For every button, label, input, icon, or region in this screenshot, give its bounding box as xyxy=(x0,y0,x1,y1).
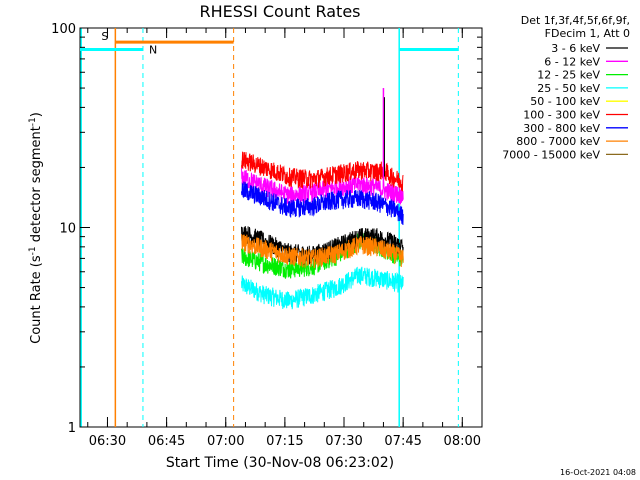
x-tick-label: 06:45 xyxy=(148,434,185,449)
y-axis-title-main: Count Rate (s xyxy=(29,255,44,344)
attenuator-bar-label: S xyxy=(101,30,108,43)
y-tick-label: 1 xyxy=(68,421,76,436)
legend-label: 12 - 25 keV xyxy=(537,69,600,82)
night-bar-label: N xyxy=(149,44,157,57)
legend-label: 300 - 800 keV xyxy=(523,122,600,135)
legend-label: 50 - 100 keV xyxy=(530,95,600,108)
legend: Det 1f,3f,4f,5f,6f,9f, FDecim 1, Att 0 3… xyxy=(502,14,630,161)
y-axis-title-end: ) xyxy=(29,112,44,117)
legend-label: 6 - 12 keV xyxy=(544,55,600,68)
y-axis-title-rest: detector segment xyxy=(29,126,44,246)
series-line-300-800-kev xyxy=(241,181,404,226)
y-axis-title: Count Rate (s-1 detector segment-1) xyxy=(28,112,44,344)
legend-label: 7000 - 15000 keV xyxy=(502,148,600,161)
x-tick-label: 07:30 xyxy=(325,434,362,449)
x-tick-label: 06:30 xyxy=(89,434,126,449)
y-tick-label: 100 xyxy=(51,22,76,37)
x-tick-label: 08:00 xyxy=(444,434,481,449)
legend-label: 3 - 6 keV xyxy=(551,42,600,55)
x-tick-label: 07:45 xyxy=(384,434,421,449)
y-tick-label: 10 xyxy=(59,222,76,237)
chart-title: RHESSI Count Rates xyxy=(200,2,361,21)
y-axis-title-sup2: -1 xyxy=(28,117,38,126)
footer-timestamp: 16-Oct-2021 04:08 xyxy=(560,468,636,477)
plot-frame xyxy=(79,27,483,428)
legend-header-2: FDecim 1, Att 0 xyxy=(545,27,630,40)
x-axis-title: Start Time (30-Nov-08 06:23:02) xyxy=(166,455,394,471)
series-line-25-50-kev xyxy=(241,266,404,310)
legend-header-1: Det 1f,3f,4f,5f,6f,9f, xyxy=(521,14,630,27)
y-axis-title-sup: -1 xyxy=(28,246,38,255)
series-line-6-12-kev xyxy=(241,167,404,205)
legend-label: 100 - 300 keV xyxy=(523,109,600,122)
plot-area: N S 1 10 100 06:30 06:45 07:00 07:15 07:30 07:45 0… xyxy=(51,22,483,449)
x-tick-label: 07:15 xyxy=(266,434,303,449)
legend-label: 800 - 7000 keV xyxy=(516,135,600,148)
legend-label: 25 - 50 keV xyxy=(537,82,600,95)
x-tick-label: 07:00 xyxy=(207,434,244,449)
series-line-800-7000-kev xyxy=(241,234,404,269)
series-line-100-300-kev xyxy=(241,151,404,192)
